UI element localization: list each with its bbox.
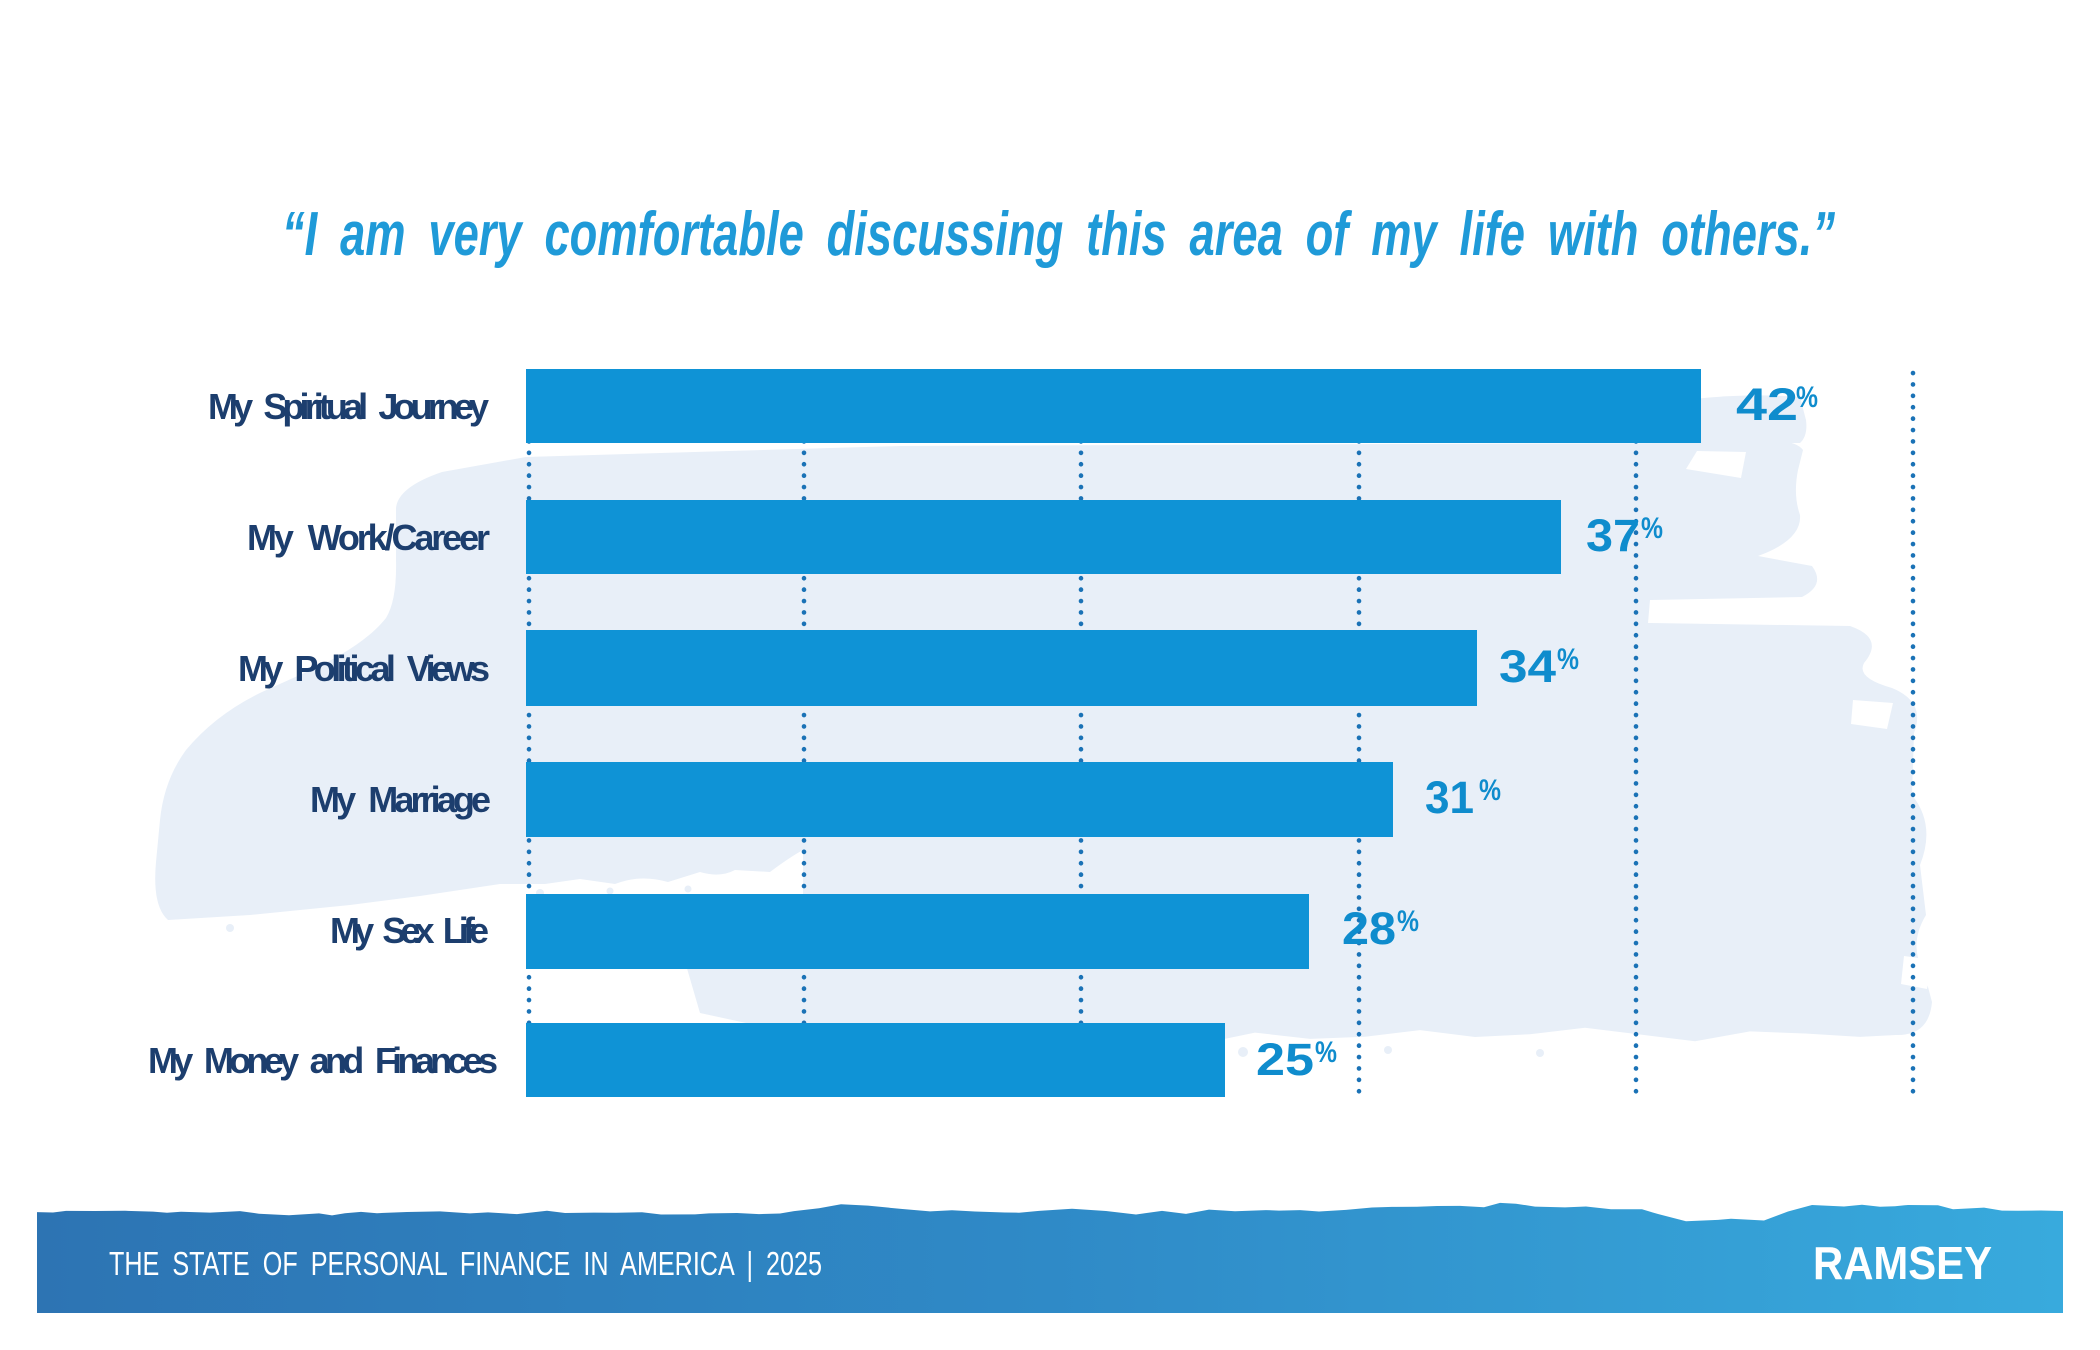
svg-text:My Sex Life: My Sex Life: [330, 910, 489, 951]
svg-text:%: %: [1796, 380, 1818, 414]
svg-text:25: 25: [1256, 1035, 1314, 1085]
svg-text:34: 34: [1499, 642, 1556, 692]
svg-text:%: %: [1315, 1035, 1337, 1069]
svg-text:%: %: [1479, 773, 1501, 807]
svg-text:42: 42: [1736, 379, 1798, 430]
svg-text:“I am very comfortable discuss: “I am very comfortable discussing this a…: [282, 200, 1835, 269]
svg-text:My Spiritual Journey: My Spiritual Journey: [208, 386, 489, 427]
svg-text:THE STATE OF PERSONAL FINANCE: THE STATE OF PERSONAL FINANCE IN AMERICA…: [109, 1245, 822, 1282]
svg-text:%: %: [1557, 642, 1579, 676]
svg-text:28: 28: [1342, 904, 1396, 954]
svg-text:31: 31: [1425, 774, 1474, 824]
svg-text:%: %: [1397, 904, 1419, 938]
svg-text:My Money and Finances: My Money and Finances: [148, 1040, 498, 1081]
svg-text:My Marriage: My Marriage: [310, 779, 491, 820]
svg-text:My Work/Career: My Work/Career: [247, 517, 490, 558]
svg-text:My Political Views: My Political Views: [238, 648, 490, 689]
svg-text:%: %: [1641, 511, 1663, 545]
svg-text:37: 37: [1586, 511, 1640, 561]
svg-text:RAMSEY: RAMSEY: [1813, 1237, 1992, 1289]
